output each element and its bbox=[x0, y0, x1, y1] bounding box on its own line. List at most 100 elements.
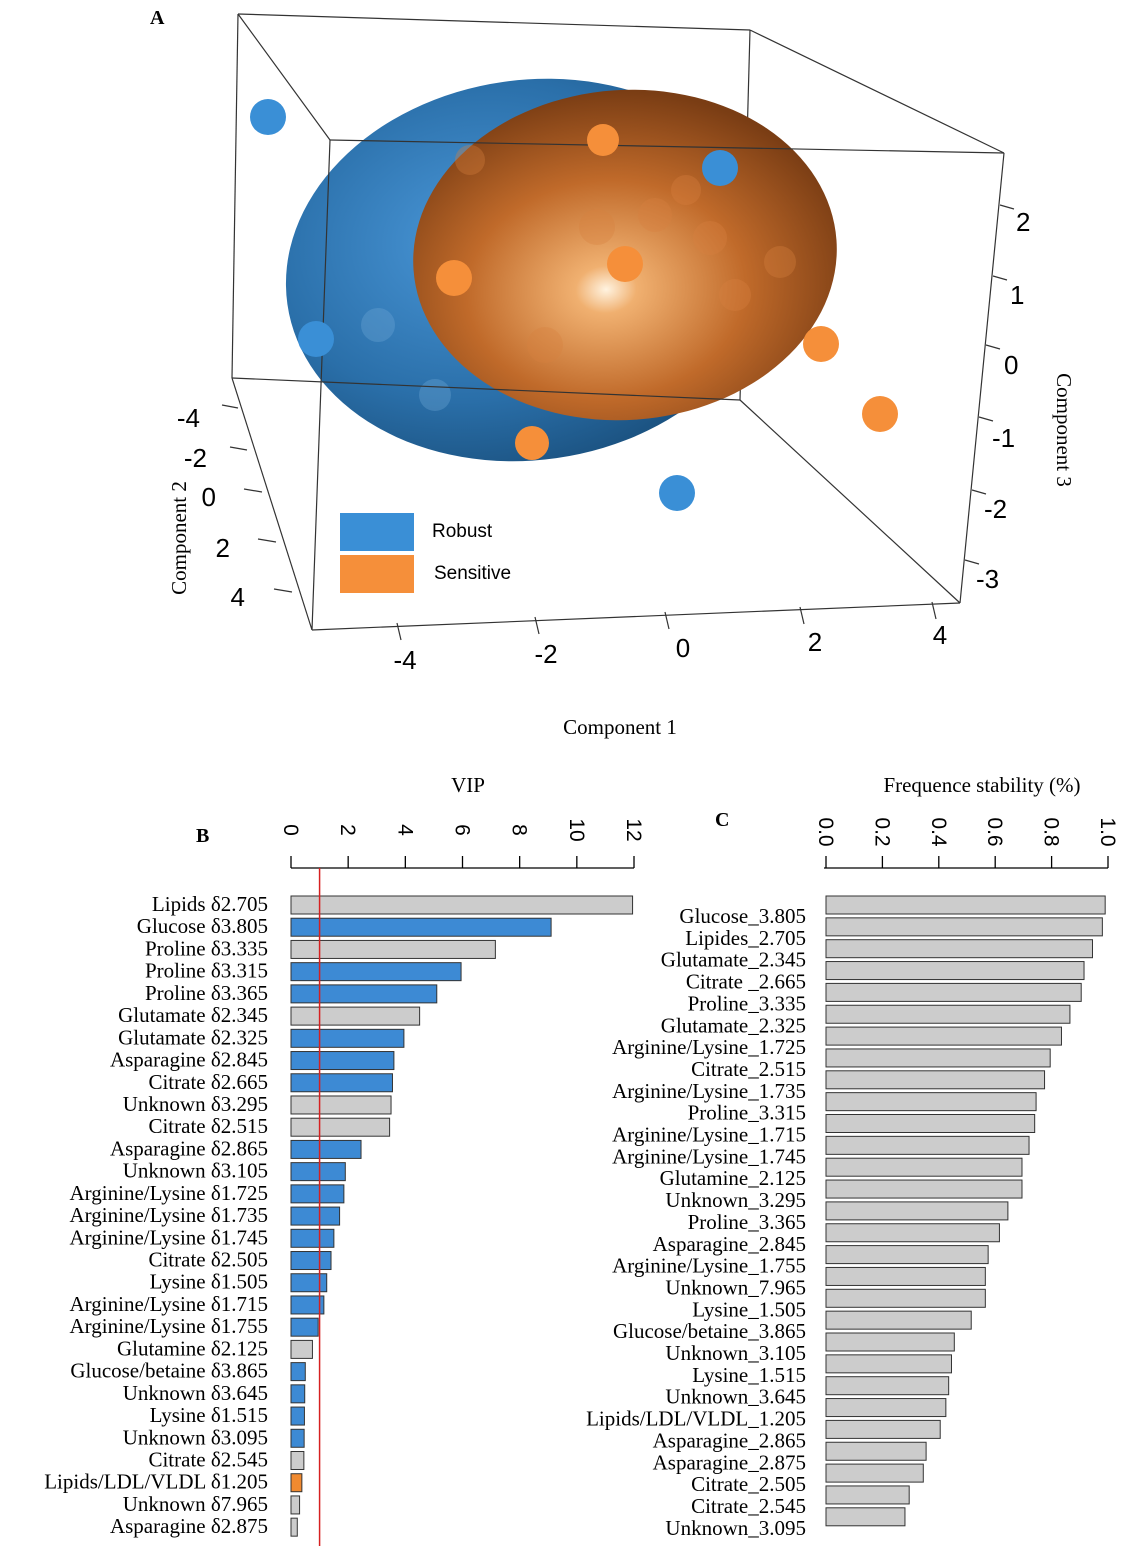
vip-tick-label: 10 bbox=[565, 818, 588, 841]
stability-category-label: Arginine/Lysine_1.715 bbox=[612, 1123, 806, 1147]
stability-bar bbox=[825, 1092, 1037, 1112]
stability-bar bbox=[825, 1332, 955, 1352]
component2-label: Component 2 bbox=[167, 481, 191, 595]
vip-category-label: Glutamine δ2.125 bbox=[117, 1336, 268, 1360]
stability-bar bbox=[825, 1179, 1023, 1199]
stability-category-label: Citrate_2.515 bbox=[691, 1057, 806, 1081]
panel-a-label: A bbox=[150, 7, 165, 29]
panel-a: A bbox=[150, 7, 1076, 739]
component3-axis: 2 1 0 -1 -2 -3 Component 3 bbox=[964, 204, 1076, 594]
vip-category-label: Arginine/Lysine δ1.755 bbox=[70, 1314, 269, 1338]
robust-point bbox=[250, 99, 286, 135]
vip-bar bbox=[290, 1073, 393, 1093]
legend-swatch-sensitive bbox=[340, 555, 414, 593]
vip-bar bbox=[290, 1006, 421, 1026]
vip-category-label: Lysine δ1.505 bbox=[150, 1270, 268, 1294]
vip-bar bbox=[290, 1428, 305, 1448]
vip-category-label: Citrate δ2.545 bbox=[148, 1448, 268, 1472]
stability-category-label: Proline_3.335 bbox=[688, 991, 806, 1015]
stability-bar bbox=[825, 1266, 986, 1286]
stability-category-label: Glucose/betaine_3.865 bbox=[613, 1319, 806, 1343]
c1-tick-label: 0 bbox=[676, 633, 690, 663]
vip-bar bbox=[290, 1384, 306, 1404]
vip-category-label: Arginine/Lysine δ1.725 bbox=[70, 1181, 269, 1205]
vip-bar bbox=[290, 1495, 301, 1515]
stability-bar bbox=[825, 1026, 1062, 1046]
stability-category-label: Lysine_1.515 bbox=[692, 1363, 806, 1387]
vip-category-label: Unknown δ7.965 bbox=[123, 1492, 268, 1516]
panel-b-label: B bbox=[196, 825, 209, 847]
stability-bar bbox=[825, 939, 1093, 959]
stability-bar bbox=[825, 961, 1085, 981]
stability-category-label: Unknown_3.095 bbox=[665, 1516, 806, 1540]
c2-tick-label: 2 bbox=[216, 533, 230, 563]
stability-axis-title: Frequence stability (%) bbox=[883, 773, 1080, 797]
stability-axis-ticks: 0.0 0.2 0.4 0.6 0.8 1.0 bbox=[814, 817, 1119, 868]
stability-category-label: Citrate_2.545 bbox=[691, 1494, 806, 1518]
vip-bars bbox=[290, 895, 634, 1537]
stability-category-label: Asparagine_2.865 bbox=[653, 1428, 806, 1452]
vip-category-label: Unknown δ3.645 bbox=[123, 1381, 268, 1405]
vip-bar bbox=[290, 1362, 306, 1382]
sensitive-point bbox=[587, 124, 619, 156]
robust-points bbox=[250, 99, 738, 511]
vip-category-label: Lipids/LDL/VLDL δ1.205 bbox=[44, 1470, 268, 1494]
vip-bar bbox=[290, 1184, 345, 1204]
vip-bar bbox=[290, 984, 438, 1004]
vip-bar bbox=[290, 1251, 332, 1271]
stability-category-label: Glutamate_2.345 bbox=[661, 948, 806, 972]
vip-bar bbox=[290, 917, 552, 937]
stability-bar bbox=[825, 1245, 989, 1265]
robust-point bbox=[659, 475, 695, 511]
vip-bar bbox=[290, 1095, 392, 1115]
stability-tick-label: 0.2 bbox=[870, 817, 893, 846]
stability-category-label: Unknown_3.105 bbox=[665, 1341, 806, 1365]
vip-category-label: Glutamate δ2.325 bbox=[118, 1025, 268, 1049]
component3-label: Component 3 bbox=[1052, 373, 1076, 487]
vip-category-label: Unknown δ3.105 bbox=[123, 1159, 268, 1183]
vip-category-label: Arginine/Lysine δ1.745 bbox=[70, 1225, 269, 1249]
vip-category-label: Proline δ3.335 bbox=[145, 936, 268, 960]
c1-tick-label: 2 bbox=[808, 627, 822, 657]
stability-bar bbox=[825, 1398, 947, 1418]
stability-bar bbox=[825, 1463, 924, 1483]
vip-bar bbox=[290, 1206, 341, 1226]
vip-bar bbox=[290, 1117, 391, 1137]
sensitive-point bbox=[607, 246, 643, 282]
stability-bar bbox=[825, 917, 1103, 937]
stability-category-label: Glutamine_2.125 bbox=[660, 1166, 806, 1190]
c2-tick-label: -4 bbox=[177, 403, 200, 433]
stability-bar bbox=[825, 982, 1082, 1002]
c1-tick-label: -4 bbox=[393, 645, 416, 675]
stability-bar bbox=[825, 1507, 906, 1527]
stability-bar bbox=[825, 895, 1106, 915]
stability-category-label: Proline_3.365 bbox=[688, 1210, 806, 1234]
sensitive-point bbox=[862, 396, 898, 432]
stability-tick-label: 0.8 bbox=[1040, 817, 1063, 846]
panel-c-label: C bbox=[715, 809, 729, 831]
stability-bar bbox=[825, 1157, 1023, 1177]
stability-bar bbox=[825, 1376, 950, 1396]
stability-category-label: Glucose_3.805 bbox=[679, 904, 806, 928]
stability-bar bbox=[825, 1070, 1046, 1090]
component1-axis: -4 -2 0 2 4 Component 1 bbox=[393, 601, 947, 739]
stability-category-labels: Glucose_3.805Lipides_2.705Glutamate_2.34… bbox=[586, 904, 806, 1540]
vip-tick-label: 6 bbox=[451, 824, 474, 836]
c3-tick-label: -3 bbox=[976, 564, 999, 594]
vip-bar bbox=[290, 1517, 298, 1537]
vip-category-label: Proline δ3.315 bbox=[145, 959, 268, 983]
vip-category-label: Citrate δ2.505 bbox=[148, 1248, 268, 1272]
stability-category-label: Arginine/Lysine_1.735 bbox=[612, 1079, 806, 1103]
vip-category-label: Citrate δ2.515 bbox=[148, 1114, 268, 1138]
stability-tick-label: 0.6 bbox=[983, 817, 1006, 846]
stability-bar bbox=[825, 1114, 1036, 1133]
sensitive-point bbox=[436, 260, 472, 296]
plot-box-front bbox=[231, 13, 1005, 631]
vip-bar bbox=[290, 1451, 305, 1470]
stability-bar bbox=[825, 1485, 910, 1505]
stability-category-label: Arginine/Lysine_1.725 bbox=[612, 1035, 806, 1059]
vip-bar bbox=[290, 1339, 313, 1359]
stability-category-label: Arginine/Lysine_1.745 bbox=[612, 1144, 806, 1168]
stability-category-label: Unknown_3.645 bbox=[665, 1385, 806, 1409]
